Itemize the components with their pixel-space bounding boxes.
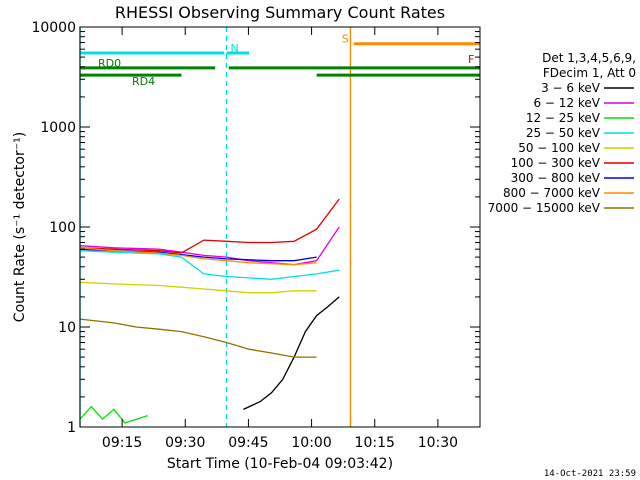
- series-line-2-0: [79, 405, 148, 424]
- x-tick-label-5: 10:30: [418, 435, 458, 451]
- flag-label-f: F: [468, 53, 474, 66]
- series-line-1-0: [79, 226, 340, 266]
- flag-label-n: N: [230, 42, 238, 55]
- chart-title: RHESSI Observing Summary Count Rates: [115, 3, 445, 22]
- legend-header-0: Det 1,3,4,5,6,9,: [542, 51, 636, 65]
- y-axis: 1 10 100 1000 10000: [31, 20, 480, 436]
- y-axis-title: Count Rate (s⁻¹ detector⁻¹): [12, 132, 28, 322]
- x-tick-label-1: 09:30: [165, 435, 205, 451]
- series-line-4-0: [79, 281, 317, 294]
- y-tick-label-2: 100: [49, 220, 76, 236]
- x-tick-label-0: 09:15: [102, 435, 142, 451]
- legend: Det 1,3,4,5,6,9,FDecim 1, Att 03 − 6 keV…: [488, 51, 636, 215]
- legend-label-8: 7000 − 15000 keV: [488, 201, 601, 215]
- legend-label-4: 50 − 100 keV: [518, 141, 601, 155]
- series-line-3-0: [79, 250, 340, 280]
- y-tick-label-1: 10: [58, 320, 76, 336]
- y-tick-label-4: 10000: [31, 20, 76, 36]
- series-line-5-0: [79, 198, 340, 254]
- legend-label-0: 3 − 6 keV: [541, 81, 601, 95]
- y-tick-label-3: 1000: [40, 120, 76, 136]
- series-line-7-0: [79, 247, 317, 266]
- y-tick-label-0: 1: [67, 420, 76, 436]
- legend-header-1: FDecim 1, Att 0: [543, 66, 636, 80]
- legend-label-3: 25 − 50 keV: [526, 126, 601, 140]
- series-line-0-0: [243, 296, 340, 410]
- plot-area: S N F RD0 RD4: [79, 27, 480, 427]
- footer-timestamp: 14-Oct-2021 23:59: [544, 469, 636, 479]
- flag-label-s: S: [342, 33, 349, 46]
- legend-label-2: 12 − 25 keV: [526, 111, 601, 125]
- x-tick-label-3: 10:00: [291, 435, 331, 451]
- x-tick-label-2: 09:45: [228, 435, 268, 451]
- x-tick-label-4: 10:15: [355, 435, 395, 451]
- legend-label-6: 300 − 800 keV: [511, 171, 601, 185]
- x-axis-title: Start Time (10-Feb-04 09:03:42): [167, 456, 393, 472]
- flag-label-rd4: RD4: [132, 75, 155, 88]
- legend-label-5: 100 − 300 keV: [511, 156, 601, 170]
- legend-label-1: 6 − 12 keV: [533, 96, 600, 110]
- series-line-8-0: [79, 318, 317, 358]
- x-axis: 09:15 09:30 09:45 10:00 10:15 10:30: [102, 27, 458, 451]
- flag-label-rd0: RD0: [98, 57, 121, 70]
- legend-label-7: 800 − 7000 keV: [503, 186, 601, 200]
